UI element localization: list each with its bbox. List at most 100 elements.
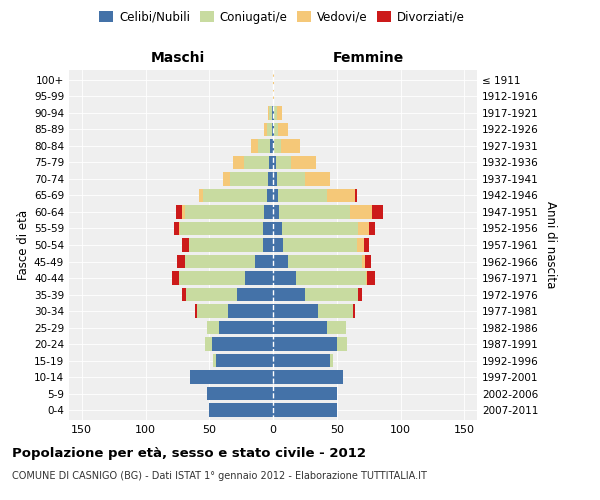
Bar: [205, 338, 212, 351]
Bar: [357, 238, 364, 252]
Bar: [182, 205, 185, 219]
Bar: [326, 188, 355, 202]
Bar: [271, 139, 273, 152]
Bar: [245, 271, 273, 285]
Bar: [281, 139, 300, 152]
Bar: [266, 188, 273, 202]
Text: Femmine: Femmine: [333, 51, 404, 65]
Bar: [268, 172, 273, 186]
Bar: [273, 90, 274, 103]
Bar: [273, 238, 283, 252]
Bar: [326, 321, 346, 334]
Bar: [278, 188, 326, 202]
Bar: [366, 271, 367, 285]
Bar: [195, 304, 197, 318]
Bar: [367, 271, 375, 285]
Bar: [178, 254, 185, 268]
Bar: [215, 354, 273, 368]
Bar: [233, 156, 244, 169]
Bar: [277, 172, 305, 186]
Bar: [273, 122, 274, 136]
Bar: [277, 106, 282, 120]
Bar: [291, 156, 316, 169]
Bar: [273, 304, 317, 318]
Bar: [258, 139, 271, 152]
Bar: [273, 404, 337, 417]
Bar: [317, 304, 353, 318]
Bar: [173, 222, 179, 235]
Bar: [263, 222, 273, 235]
Bar: [273, 106, 274, 120]
Bar: [273, 156, 275, 169]
Bar: [230, 172, 268, 186]
Bar: [289, 254, 362, 268]
Bar: [273, 188, 278, 202]
Bar: [273, 338, 337, 351]
Bar: [182, 288, 187, 302]
Bar: [187, 288, 238, 302]
Bar: [268, 106, 269, 120]
Bar: [283, 238, 357, 252]
Bar: [305, 288, 358, 302]
Bar: [251, 139, 258, 152]
Bar: [373, 205, 383, 219]
Bar: [365, 254, 371, 268]
Bar: [274, 106, 277, 120]
Bar: [206, 321, 220, 334]
Text: Maschi: Maschi: [150, 51, 205, 65]
Bar: [273, 370, 343, 384]
Bar: [229, 304, 273, 318]
Bar: [296, 271, 366, 285]
Bar: [176, 205, 182, 219]
Bar: [368, 222, 375, 235]
Bar: [213, 354, 215, 368]
Bar: [274, 122, 278, 136]
Bar: [273, 172, 277, 186]
Bar: [273, 205, 280, 219]
Bar: [212, 338, 273, 351]
Y-axis label: Fasce di età: Fasce di età: [17, 210, 30, 280]
Bar: [244, 156, 269, 169]
Bar: [273, 288, 305, 302]
Bar: [269, 156, 273, 169]
Bar: [263, 238, 273, 252]
Bar: [269, 106, 272, 120]
Bar: [220, 321, 273, 334]
Bar: [209, 404, 273, 417]
Bar: [238, 288, 273, 302]
Bar: [180, 222, 263, 235]
Bar: [264, 122, 266, 136]
Bar: [185, 205, 264, 219]
Bar: [272, 106, 273, 120]
Bar: [206, 387, 273, 400]
Bar: [305, 172, 331, 186]
Bar: [179, 222, 180, 235]
Bar: [189, 238, 263, 252]
Bar: [273, 321, 326, 334]
Bar: [349, 205, 373, 219]
Bar: [199, 188, 203, 202]
Bar: [197, 304, 229, 318]
Bar: [337, 338, 347, 351]
Bar: [331, 354, 333, 368]
Bar: [362, 254, 365, 268]
Bar: [273, 354, 331, 368]
Bar: [266, 122, 272, 136]
Bar: [364, 238, 368, 252]
Bar: [264, 205, 273, 219]
Bar: [172, 271, 179, 285]
Bar: [358, 222, 368, 235]
Bar: [278, 122, 289, 136]
Bar: [182, 238, 189, 252]
Bar: [273, 139, 274, 152]
Bar: [190, 370, 273, 384]
Bar: [275, 156, 291, 169]
Bar: [273, 73, 274, 86]
Bar: [353, 304, 355, 318]
Text: COMUNE DI CASNIGO (BG) - Dati ISTAT 1° gennaio 2012 - Elaborazione TUTTITALIA.IT: COMUNE DI CASNIGO (BG) - Dati ISTAT 1° g…: [12, 471, 427, 481]
Bar: [273, 271, 296, 285]
Bar: [355, 188, 357, 202]
Bar: [273, 387, 337, 400]
Text: Popolazione per età, sesso e stato civile - 2012: Popolazione per età, sesso e stato civil…: [12, 448, 366, 460]
Bar: [280, 205, 349, 219]
